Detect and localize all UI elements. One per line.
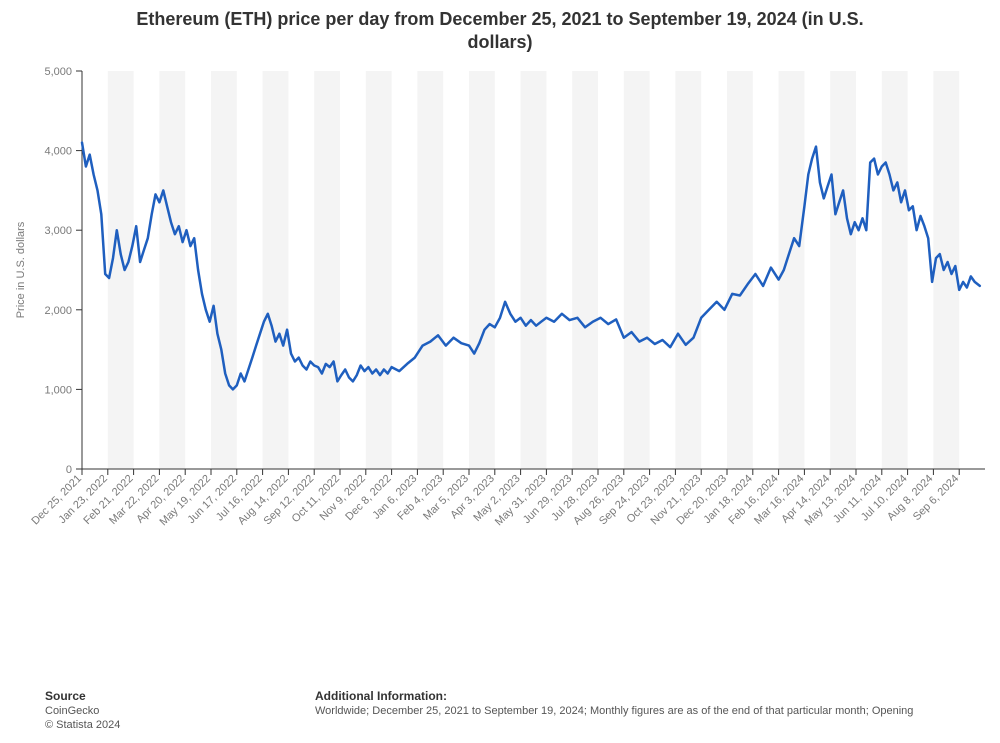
info-header: Additional Information:	[315, 689, 913, 703]
info-block: Additional Information: Worldwide; Decem…	[315, 689, 913, 731]
copyright-text: © Statista 2024	[45, 719, 165, 731]
svg-text:1,000: 1,000	[44, 384, 72, 396]
info-text: Worldwide; December 25, 2021 to Septembe…	[315, 705, 913, 717]
chart-title: Ethereum (ETH) price per day from Decemb…	[50, 8, 950, 53]
source-block: Source CoinGecko © Statista 2024	[45, 689, 165, 731]
title-line-1: Ethereum (ETH) price per day from Decemb…	[136, 9, 863, 29]
svg-text:Price in U.S. dollars: Price in U.S. dollars	[15, 221, 27, 318]
title-line-2: dollars)	[467, 32, 532, 52]
svg-text:5,000: 5,000	[44, 66, 72, 78]
chart-footer: Source CoinGecko © Statista 2024 Additio…	[45, 689, 1000, 731]
svg-text:2,000: 2,000	[44, 305, 72, 317]
line-chart: 01,0002,0003,0004,0005,000Dec 25, 2021Ja…	[0, 59, 1000, 609]
svg-text:3,000: 3,000	[44, 225, 72, 237]
svg-text:4,000: 4,000	[44, 146, 72, 158]
source-header: Source	[45, 689, 165, 703]
source-text: CoinGecko	[45, 705, 165, 717]
svg-text:0: 0	[66, 464, 72, 476]
